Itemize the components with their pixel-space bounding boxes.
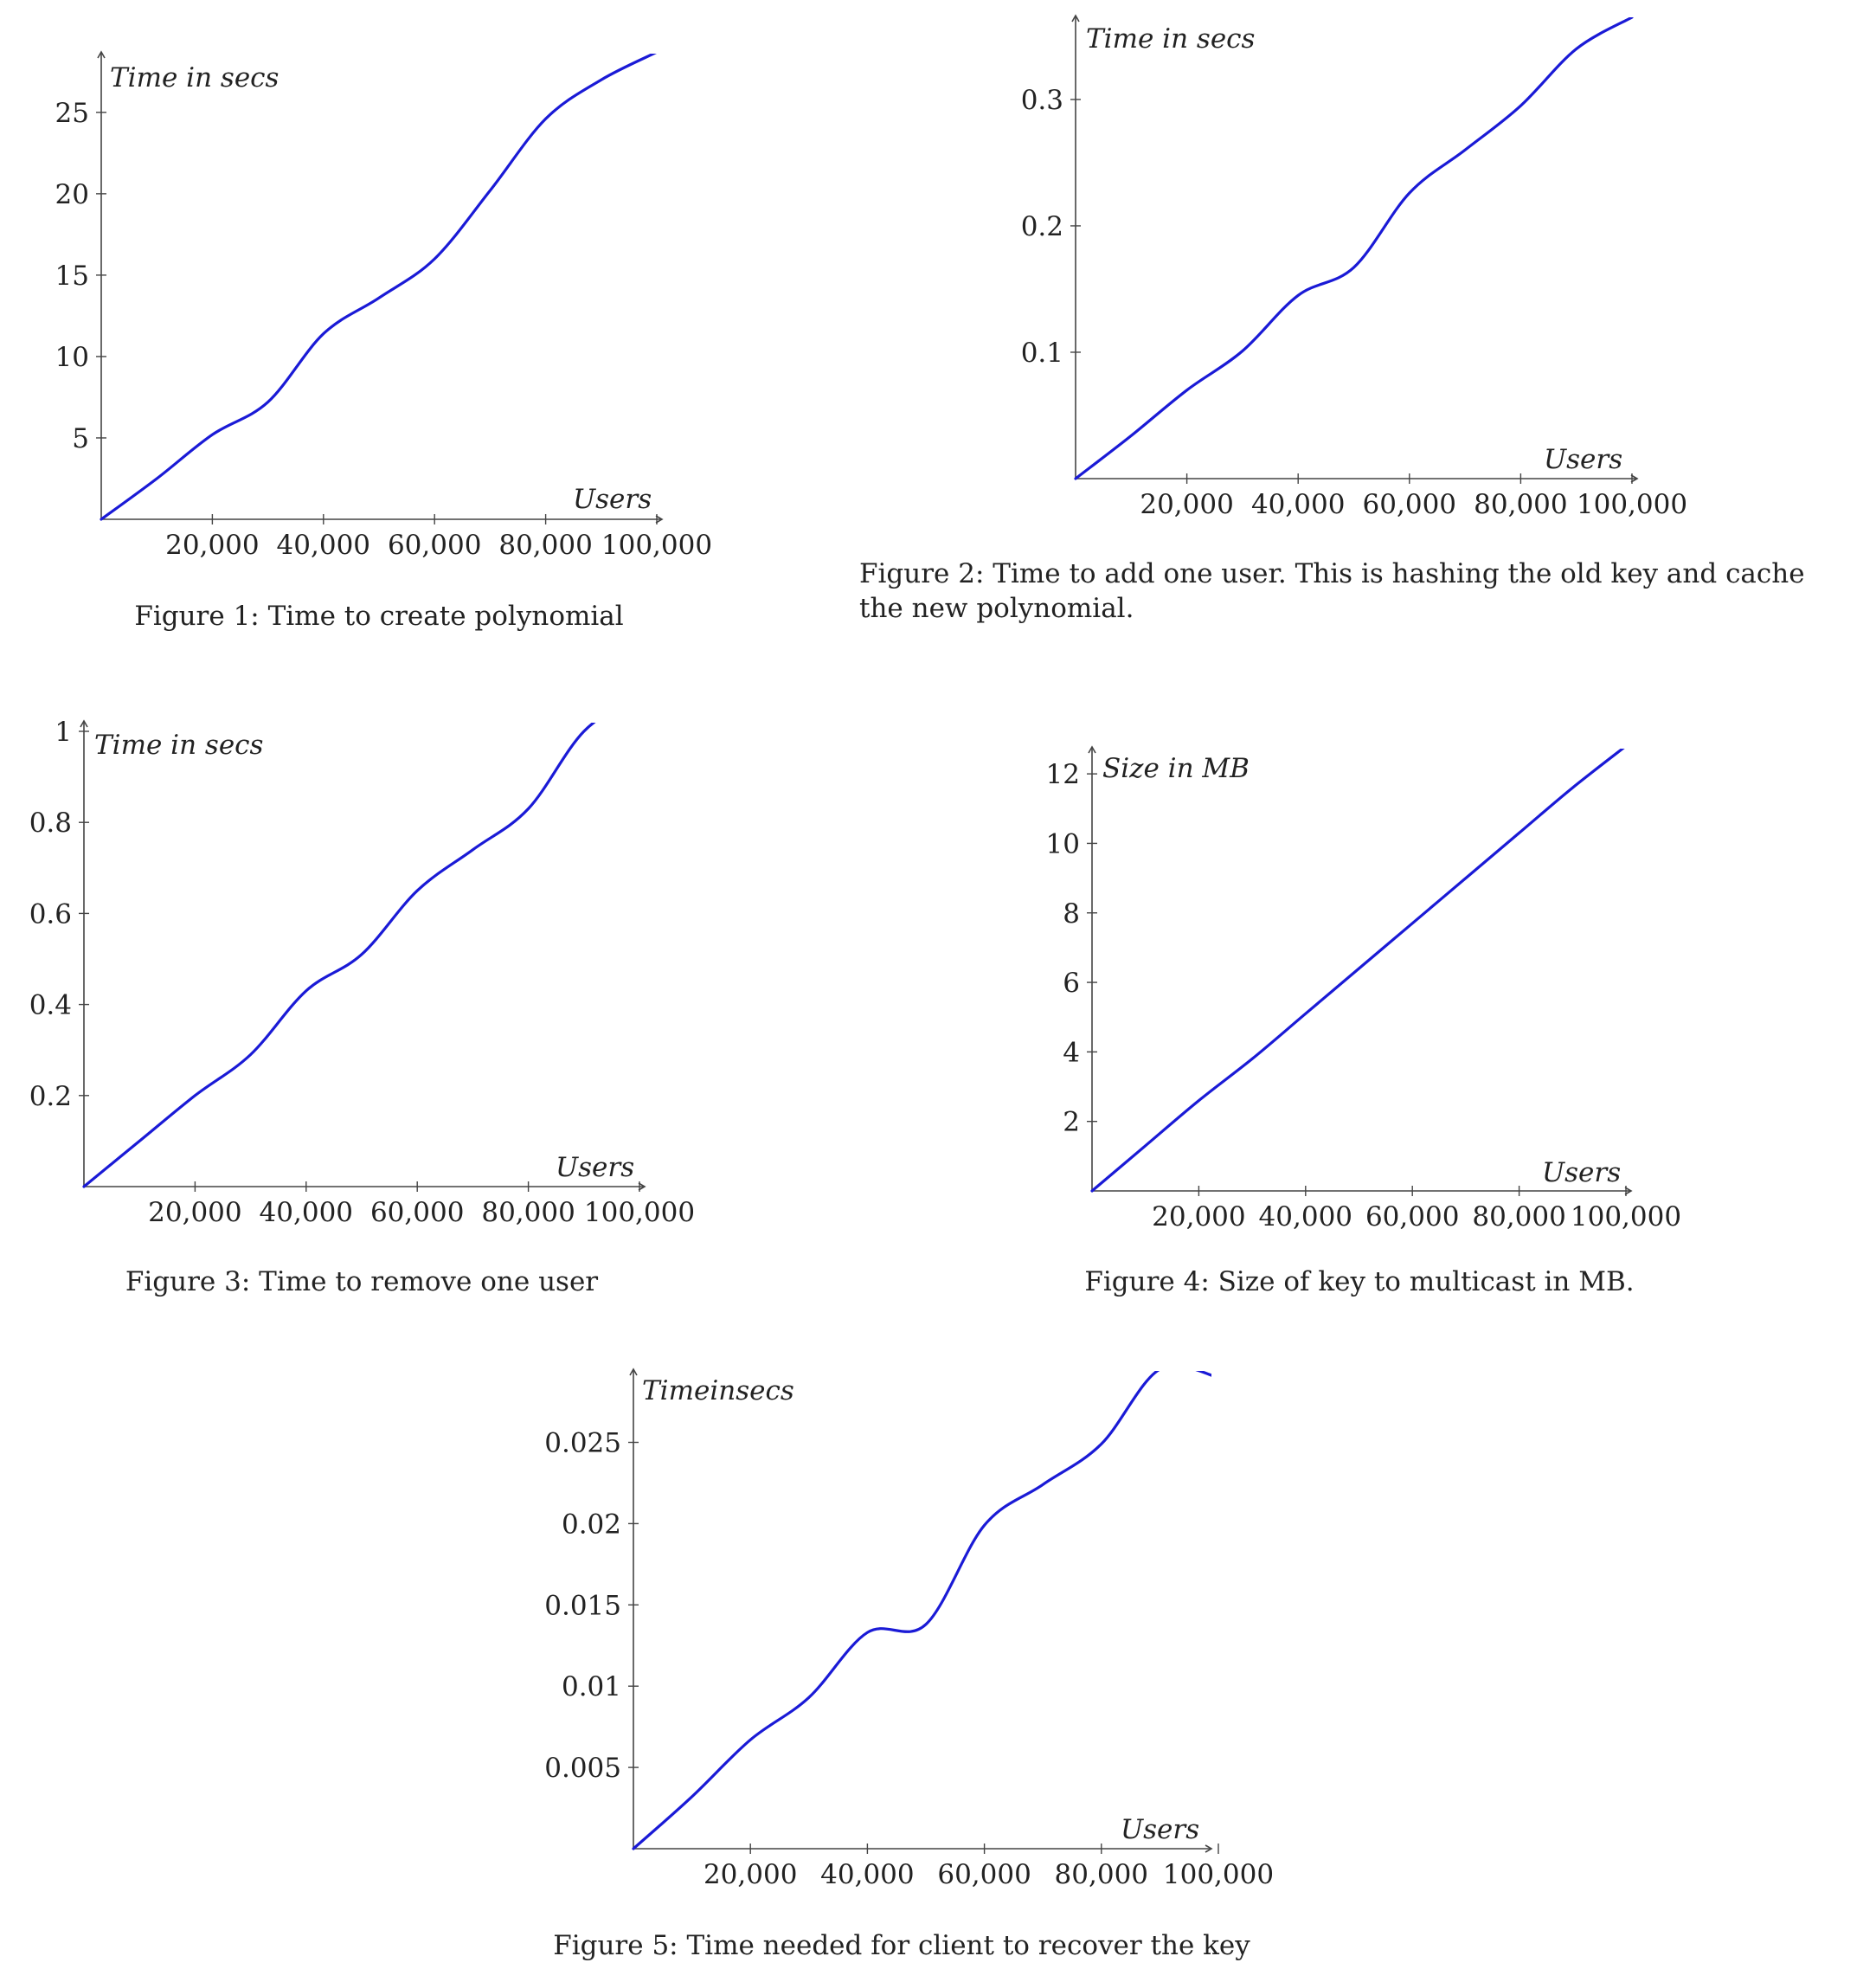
chart-1-x-tick-label: 60,000 (388, 530, 481, 561)
chart-5-y-tick-label: 0.01 (562, 1671, 621, 1702)
chart-5-series-line (632, 1371, 1211, 1850)
chart-3-x-tick-label: 80,000 (481, 1197, 575, 1228)
chart-3-y-tick-label: 0.2 (29, 1081, 72, 1112)
chart-3-x-arrow (638, 1182, 646, 1191)
chart-1-y-tick-label: 20 (55, 179, 89, 210)
chart-5-y-tick-label: 0.015 (544, 1590, 621, 1621)
chart-5-x-label: Users (1121, 1814, 1199, 1845)
chart-1-y-arrow (97, 50, 106, 59)
chart-2-x-tick-label: 80,000 (1474, 489, 1567, 520)
chart-2-x-tick-label: 40,000 (1251, 489, 1345, 520)
chart-4-x-tick-label: 100,000 (1571, 1201, 1681, 1232)
chart-4-y-tick-label: 4 (1063, 1037, 1080, 1068)
chart-5-x-tick-label: 100,000 (1163, 1859, 1274, 1890)
chart-3-y-arrow (80, 719, 88, 728)
chart-3-x-tick-label: 60,000 (370, 1197, 464, 1228)
chart-4-x-tick-label: 20,000 (1152, 1201, 1245, 1232)
chart-4-caption: Figure 4: Size of key to multicast in MB… (1084, 1266, 1634, 1297)
chart-3: 20,000 40,000 60,000 80,000 100,000 0.2 0.4 0.6… (29, 717, 695, 1297)
chart-4-x-arrow (1624, 1187, 1633, 1195)
chart-2-x-tick-label: 100,000 (1577, 489, 1687, 520)
chart-1-x-label: Users (573, 484, 652, 515)
chart-2-y-tick-label: 0.3 (1021, 85, 1063, 116)
chart-2-x-tick-label: 20,000 (1140, 489, 1233, 520)
chart-1-x-arrow (655, 515, 664, 524)
chart-1: 20,000 40,000 60,000 80,000 100,000 5 10 15 20 25… (55, 50, 712, 632)
chart-5-y-tick-label: 0.005 (544, 1753, 621, 1784)
chart-3-x-tick-label: 100,000 (584, 1197, 695, 1228)
chart-5-caption: Figure 5: Time needed for client to reco… (553, 1930, 1250, 1961)
chart-1-series-line (100, 54, 657, 521)
chart-5-x-tick-label: 60,000 (937, 1859, 1031, 1890)
chart-4-y-tick-label: 12 (1046, 759, 1080, 790)
chart-5-x-tick-label: 20,000 (704, 1859, 797, 1890)
chart-4-series-line (1090, 749, 1625, 1193)
chart-2-caption: Figure 2: Time to add one user. This is … (859, 558, 1805, 624)
chart-2-y-tick-label: 0.2 (1021, 211, 1063, 242)
chart-1-x-tick-label: 20,000 (165, 530, 259, 561)
chart-5-x-arrow (1205, 1844, 1213, 1853)
chart-1-y-tick-label: 25 (55, 98, 89, 129)
chart-1-y-label: Time in secs (110, 62, 279, 93)
chart-2: 20,000 40,000 60,000 80,000 100,000 0.1 0.2 0.3… (859, 14, 1805, 624)
chart-4-y-tick-label: 2 (1063, 1107, 1080, 1138)
chart-3-caption: Figure 3: Time to remove one user (125, 1266, 598, 1297)
chart-3-y-label: Time in secs (94, 730, 263, 761)
chart-2-x-label: Users (1544, 444, 1622, 475)
chart-3-x-label: Users (556, 1152, 634, 1183)
chart-5-y-arrow (629, 1367, 638, 1376)
chart-3-y-tick-label: 0.6 (29, 898, 72, 930)
chart-4-y-label: Size in MB (1102, 753, 1250, 784)
chart-1-y-tick-label: 15 (55, 261, 89, 292)
chart-4-x-tick-label: 80,000 (1472, 1201, 1565, 1232)
chart-4-y-tick-label: 8 (1063, 898, 1080, 930)
chart-1-y-tick-label: 10 (55, 342, 89, 373)
chart-4: 20,000 40,000 60,000 80,000 100,000 2 4 6 8 10 12 S… (1046, 745, 1681, 1297)
chart-1-x-tick-label: 80,000 (498, 530, 592, 561)
chart-2-y-label: Time in secs (1086, 23, 1255, 55)
chart-2-y-tick-label: 0.1 (1021, 338, 1063, 369)
chart-5-y-tick-label: 0.02 (562, 1509, 621, 1540)
chart-1-y-tick-label: 5 (72, 423, 89, 454)
chart-2-y-arrow (1071, 14, 1080, 23)
chart-3-x-tick-label: 20,000 (148, 1197, 241, 1228)
chart-5-x-tick-label: 80,000 (1055, 1859, 1148, 1890)
chart-4-y-arrow (1088, 745, 1096, 754)
chart-3-series-line (82, 723, 596, 1188)
chart-5: 20,000 40,000 60,000 80,000 100,000 0.005 0.01… (544, 1367, 1274, 1961)
chart-4-y-tick-label: 10 (1046, 828, 1080, 859)
chart-1-x-tick-label: 40,000 (277, 530, 370, 561)
chart-2-series-line (1074, 17, 1634, 480)
chart-5-y-label: Timeinsecs (642, 1375, 794, 1406)
chart-3-x-tick-label: 40,000 (260, 1197, 353, 1228)
chart-3-y-tick-label: 0.8 (29, 808, 72, 839)
chart-1-caption: Figure 1: Time to create polynomial (134, 601, 623, 632)
chart-5-x-tick-label: 40,000 (820, 1859, 914, 1890)
chart-3-y-tick-label: 1 (55, 717, 72, 748)
chart-3-y-tick-label: 0.4 (29, 990, 72, 1021)
chart-4-x-tick-label: 40,000 (1259, 1201, 1352, 1232)
chart-4-x-label: Users (1542, 1157, 1621, 1188)
chart-5-y-tick-label: 0.025 (544, 1428, 621, 1459)
chart-4-x-tick-label: 60,000 (1365, 1201, 1459, 1232)
chart-4-y-tick-label: 6 (1063, 968, 1080, 999)
chart-1-x-tick-label: 100,000 (601, 530, 712, 561)
chart-2-x-tick-label: 60,000 (1363, 489, 1456, 520)
chart-2-x-arrow (1630, 474, 1639, 483)
